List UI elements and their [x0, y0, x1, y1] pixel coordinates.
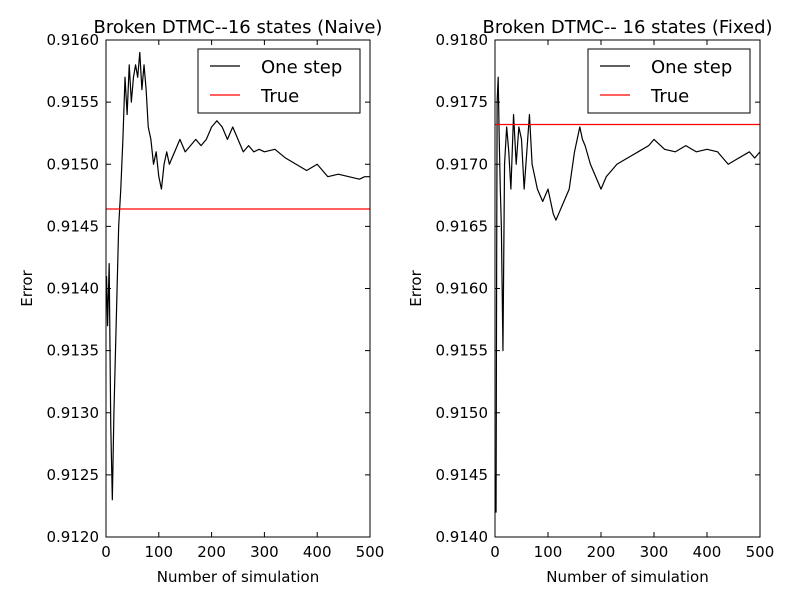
- legend-label: True: [260, 86, 299, 107]
- chart-panel-2: 0 100 200 300 400 500 0.9140 0.9145 0.9150 0.9155…: [407, 17, 774, 586]
- y-tick-label: 0.9175: [436, 93, 489, 111]
- x-tick-label: 0: [490, 543, 500, 561]
- y-tick-label: 0.9160: [47, 31, 100, 49]
- y-tick-label: 0.9140: [436, 528, 489, 546]
- x-tick-label: 0: [101, 543, 111, 561]
- series-line-one-step: [495, 76, 760, 513]
- y-tick-label: 0.9130: [47, 404, 100, 422]
- x-tick-label: 300: [250, 543, 279, 561]
- x-tick-label: 400: [693, 543, 722, 561]
- x-axis-label: Number of simulation: [157, 568, 319, 586]
- x-tick-label: 100: [534, 543, 563, 561]
- x-axis-label: Number of simulation: [546, 568, 708, 586]
- x-tick-label: 300: [640, 543, 669, 561]
- legend-box: [587, 48, 751, 114]
- legend-label: True: [650, 86, 689, 107]
- y-tick-label: 0.9120: [47, 528, 100, 546]
- legend-label: One step: [261, 57, 342, 78]
- y-tick-label: 0.9180: [436, 31, 489, 49]
- legend: One step True: [587, 48, 751, 114]
- axes-frame: [105, 39, 371, 538]
- legend-label: One step: [651, 57, 732, 78]
- x-tick-label: 100: [144, 543, 173, 561]
- y-tick-label: 0.9170: [436, 155, 489, 173]
- y-tick-label: 0.9160: [436, 280, 489, 298]
- axes-frame: [494, 39, 761, 538]
- x-tick-label: 400: [303, 543, 332, 561]
- y-tick-label: 0.9150: [436, 404, 489, 422]
- y-tick-label: 0.9125: [47, 466, 100, 484]
- chart-title: Broken DTMC-- 16 states (Fixed): [482, 17, 772, 38]
- y-tick-label: 0.9155: [47, 93, 100, 111]
- chart-panel-1: 0 100 200 300 400 500 0.9120 0.9125 0.9130 0.9135…: [18, 17, 384, 586]
- legend: One step True: [197, 48, 361, 114]
- y-tick-label: 0.9165: [436, 217, 489, 235]
- y-tick-label: 0.9145: [47, 217, 100, 235]
- y-tick-label: 0.9140: [47, 280, 100, 298]
- y-axis-label: Error: [18, 269, 36, 306]
- x-tick-label: 500: [356, 543, 385, 561]
- plot-area: [495, 76, 760, 513]
- x-tick-label: 200: [197, 543, 226, 561]
- y-axis-label: Error: [407, 269, 425, 306]
- series-line-one-step: [106, 51, 370, 501]
- y-tick-label: 0.9150: [47, 155, 100, 173]
- y-tick-label: 0.9155: [436, 342, 489, 360]
- chart-title: Broken DTMC--16 states (Naive): [94, 17, 383, 38]
- plot-area: [106, 51, 370, 501]
- x-tick-label: 200: [587, 543, 616, 561]
- legend-box: [197, 48, 361, 114]
- y-tick-label: 0.9145: [436, 466, 489, 484]
- y-tick-label: 0.9135: [47, 342, 100, 360]
- x-tick-label: 500: [746, 543, 775, 561]
